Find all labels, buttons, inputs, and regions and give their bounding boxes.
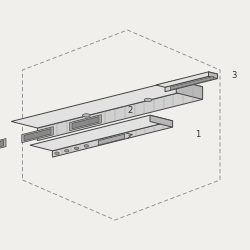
Polygon shape — [38, 87, 202, 141]
Polygon shape — [24, 128, 51, 141]
Polygon shape — [30, 115, 172, 151]
Text: 3: 3 — [231, 71, 236, 80]
Ellipse shape — [144, 98, 152, 102]
Polygon shape — [0, 140, 4, 152]
Polygon shape — [156, 72, 218, 87]
Polygon shape — [52, 121, 172, 157]
Polygon shape — [170, 76, 214, 90]
Polygon shape — [98, 134, 124, 145]
Ellipse shape — [55, 152, 59, 154]
Polygon shape — [176, 80, 203, 99]
Polygon shape — [72, 116, 99, 129]
Text: 1: 1 — [195, 130, 200, 139]
Polygon shape — [165, 74, 218, 92]
Ellipse shape — [84, 145, 88, 147]
Polygon shape — [70, 115, 101, 131]
Ellipse shape — [82, 114, 90, 117]
Text: 2: 2 — [128, 106, 132, 115]
Polygon shape — [11, 80, 202, 128]
Polygon shape — [0, 138, 6, 154]
Polygon shape — [22, 127, 53, 143]
Polygon shape — [208, 72, 218, 78]
Polygon shape — [150, 115, 172, 127]
Ellipse shape — [74, 147, 79, 150]
Ellipse shape — [64, 150, 69, 152]
